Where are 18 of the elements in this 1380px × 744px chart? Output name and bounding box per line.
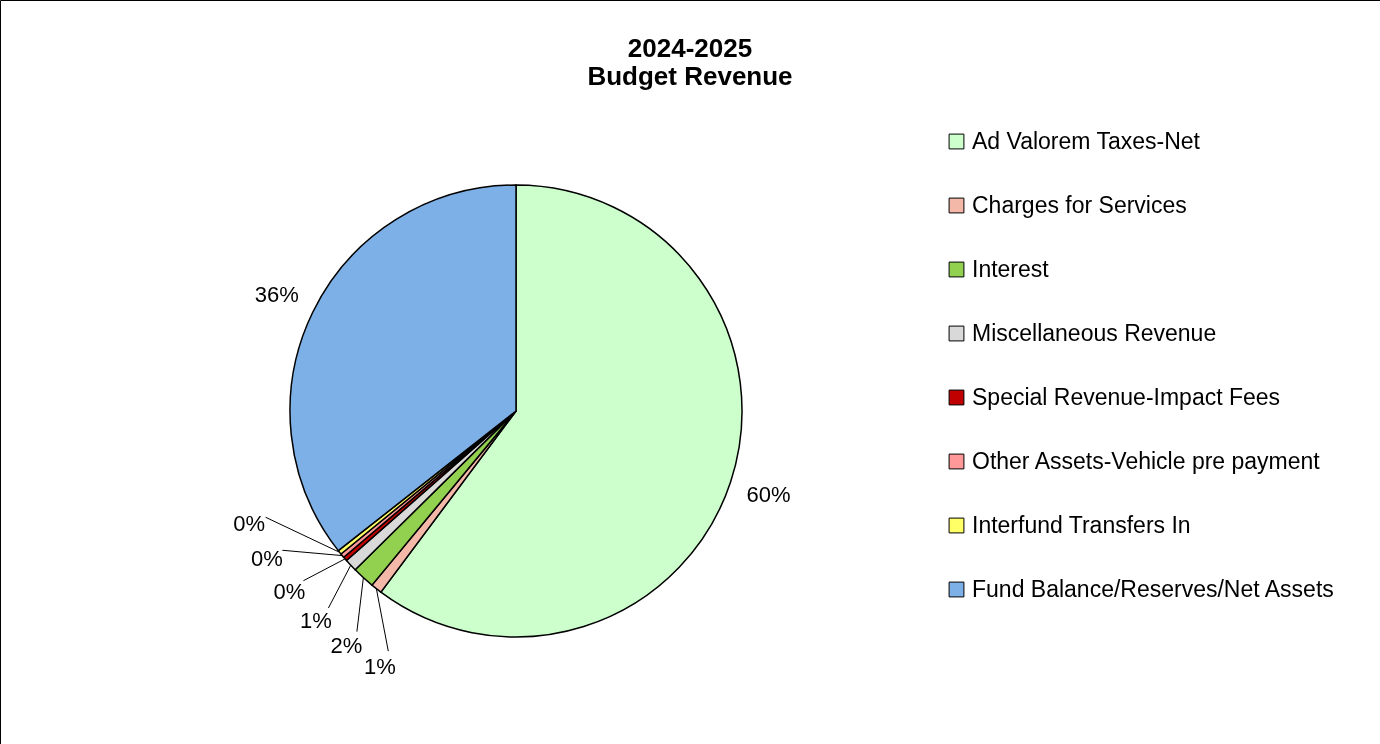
data-label: 2% — [330, 633, 363, 659]
data-label: 60% — [746, 481, 791, 507]
legend-label: Other Assets-Vehicle pre payment — [972, 447, 1321, 474]
data-label: 0% — [233, 511, 265, 537]
data-label: 36% — [254, 281, 299, 307]
legend-label: Fund Balance/Reserves/Net Assets — [972, 575, 1334, 602]
legend-label: Ad Valorem Taxes-Net — [972, 127, 1201, 154]
data-label: 0% — [251, 546, 283, 572]
legend-label: Interest — [972, 255, 1050, 282]
text: Budget Revenue — [587, 61, 793, 91]
text: 2024-2025 — [627, 33, 753, 63]
data-label: 0% — [273, 578, 306, 604]
data-label: 1% — [300, 608, 332, 634]
legend-label: Special Revenue-Impact Fees — [972, 383, 1281, 410]
legend-label: Miscellaneous Revenue — [972, 319, 1217, 346]
legend-label: Interfund Transfers In — [972, 511, 1191, 538]
legend-label: Charges for Services — [972, 191, 1187, 218]
data-label: 1% — [363, 654, 396, 680]
